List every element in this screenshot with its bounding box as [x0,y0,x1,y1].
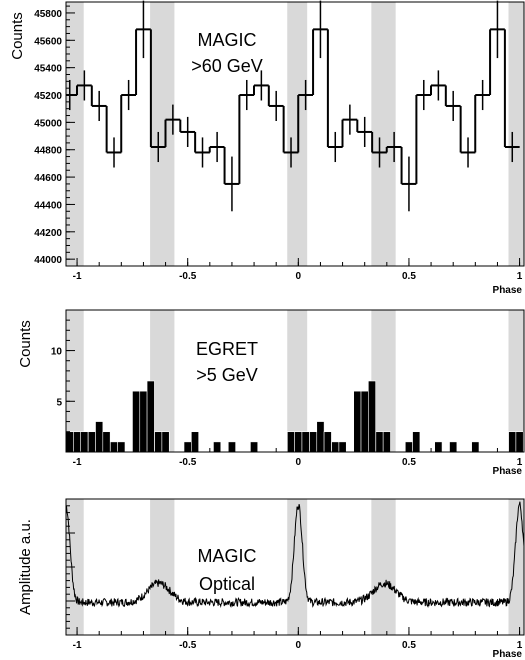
x-tick-label: 0 [296,271,302,282]
y-tick-label: 45000 [34,118,62,129]
y-tick-label: 44000 [34,255,62,266]
histogram-bar [102,431,111,453]
histogram-bar [132,390,141,453]
x-tick-label: -1 [73,457,82,468]
phase-band [371,499,396,635]
histogram-bar [287,431,296,453]
phase-band [287,499,308,635]
x-tick-label: 0.5 [402,457,416,468]
histogram-bar [80,431,89,453]
phase-band [508,310,524,452]
y-axis-label: Amplitude a.u. [17,519,34,615]
histogram-bar [434,441,443,453]
panel-magic-gamma: 44000 44200 44400 44600 44800 45000 45200 45400… [9,0,525,296]
annotation-line-2: Optical [199,574,255,594]
histogram-bar [139,390,148,453]
histogram-bar [213,441,222,453]
x-axis-label: Phase [493,649,523,660]
plot-frame [65,1,525,267]
phase-band [66,310,84,452]
y-tick-label: 10 [51,347,63,358]
annotation-line-2: >60 GeV [191,56,263,76]
histogram-bar [309,431,318,453]
histogram-bar [353,390,362,453]
histogram-bar [110,441,118,453]
histogram-bar [154,431,163,453]
histogram-bar [360,390,369,453]
y-axis-label: Counts [9,12,26,60]
x-tick-label: 0 [296,457,302,468]
x-tick-label: -0.5 [179,640,197,651]
x-tick-label: 1 [517,457,523,468]
histogram-bar [316,421,325,453]
y-tick-label: 45200 [34,91,62,102]
y-tick-label: 45800 [34,9,62,20]
y-tick-label: 44200 [34,228,62,239]
histogram-bar [331,441,340,453]
panel-egret: 5 10 -1 -0.5 0 0.5 1 Counts Phase EGRET >5 Ge… [17,309,525,477]
y-tick-label: 44600 [34,173,62,184]
panel-magic-optical: -1 -0.5 0 0.5 1 Amplitude a.u. Phase MAGIC O… [17,498,525,660]
optical-light-curve [65,501,525,608]
histogram-bar [95,421,104,453]
phase-band [508,2,524,266]
x-axis-label: Phase [493,285,523,296]
x-tick-label: -1 [73,640,82,651]
y-tick-label: 44400 [34,200,62,211]
y-tick-label: 45400 [34,64,62,75]
phase-band [287,2,308,266]
phase-band [508,499,524,635]
phase-band [150,2,175,266]
histogram-bar [301,431,310,453]
x-tick-label: -0.5 [179,457,197,468]
histogram-bar [146,380,155,453]
x-tick-label: 0 [296,640,302,651]
phase-band [150,499,175,635]
annotation-line-1: MAGIC [197,30,256,50]
x-tick-label: 0.5 [402,271,416,282]
histogram-bar [508,431,517,453]
x-tick-label: -0.5 [179,271,197,282]
phase-band [287,310,308,452]
phase-band [371,2,396,266]
y-axis-label: Counts [17,320,34,368]
histogram-bar [191,431,199,453]
annotation-line-2: >5 GeV [196,365,258,385]
annotation-line-1: EGRET [196,339,258,359]
annotation-line-1: MAGIC [197,546,256,566]
histogram-bar [412,431,421,453]
phase-band [66,2,84,266]
x-tick-label: 0.5 [402,640,416,651]
histogram-bar [368,380,376,453]
x-tick-label: -1 [73,271,82,282]
histogram-bar [323,431,332,453]
y-tick-label: 44800 [34,146,62,157]
histogram-bar [375,431,384,453]
x-tick-label: 1 [517,640,523,651]
y-tick-label: 5 [56,397,62,408]
x-tick-label: 1 [517,271,523,282]
x-axis-label: Phase [493,466,523,477]
y-tick-label: 45600 [34,36,62,47]
histogram-bar [87,431,96,453]
